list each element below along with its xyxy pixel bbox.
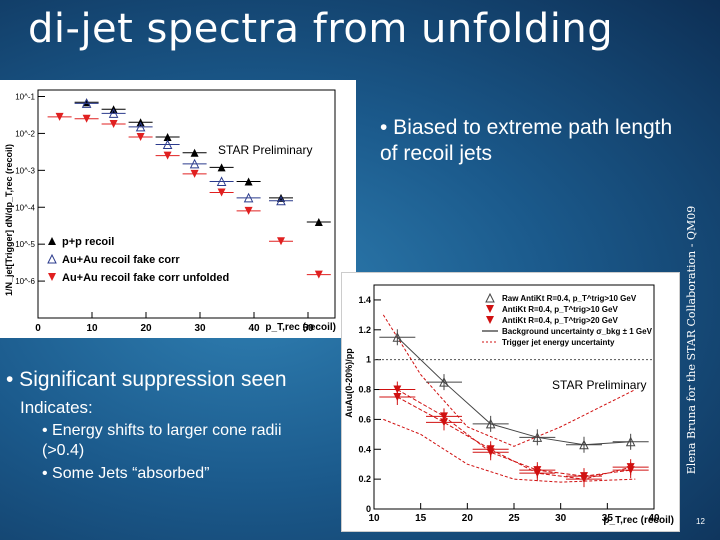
data-point (190, 169, 199, 178)
legend-marker (48, 237, 56, 245)
data-point (162, 139, 173, 150)
y-tick-label: 10^-2 (15, 129, 35, 138)
plot-frame (37, 89, 336, 319)
y-tick-label: 0.6 (358, 414, 371, 424)
y-tick-label: 10^-4 (15, 203, 35, 212)
x-tick-label: 30 (194, 323, 206, 334)
legend-entry: Raw AntiKt R=0.4, p_T^trig>10 GeV (502, 294, 637, 303)
y-tick-label: 0.8 (358, 385, 371, 395)
data-point (55, 112, 64, 121)
slide-title: di-jet spectra from unfolding (28, 6, 614, 52)
data-point (580, 475, 588, 484)
data-point (136, 132, 145, 141)
y-tick-label: 0 (366, 504, 371, 514)
legend-marker (485, 292, 495, 303)
x-tick-label: 15 (415, 513, 427, 524)
spectra-chart-panel: 0 10 20 30 40 50 10^-1 10^-2 10^-3 10^-4 10^-5 10^-… (0, 80, 356, 338)
data-point (135, 121, 146, 132)
data-point (532, 432, 543, 442)
data-point (440, 418, 448, 427)
ratio-chart-panel: 10 15 20 25 30 35 40 0 0.2 0.4 0.6 0.8 1 1.2 1.4 AuAu(0… (341, 272, 680, 532)
data-point (314, 217, 323, 226)
data-point (108, 108, 119, 118)
data-point (244, 206, 253, 215)
data-point (163, 132, 172, 141)
legend-entry: Au+Au recoil fake corr unfolded (62, 272, 229, 284)
y-tick-label: 1 (366, 355, 371, 365)
legend-marker (486, 305, 494, 313)
author-sidebar: Elena Bruna for the STAR Collaboration -… (685, 205, 698, 475)
y-tick-label: 10^-6 (15, 277, 35, 286)
series-line (397, 389, 631, 477)
x-axis-label: p_T,rec (recoil) (265, 322, 336, 333)
data-point (217, 188, 226, 197)
data-point (485, 418, 496, 429)
sub-bullet-absorbed: • Some Jets “absorbed” (42, 465, 210, 482)
data-point (190, 148, 199, 157)
x-tick-label: 40 (248, 323, 260, 334)
data-point (579, 439, 589, 450)
y-axis-label: AuAu(0-20%)/pp (344, 348, 354, 418)
uncertainty-lower (383, 418, 636, 483)
x-tick-label: 0 (35, 323, 41, 334)
y-axis-label: 1/N_jet[Trigger] dN/dp_T,rec (recoil) (4, 144, 14, 296)
series-line (397, 396, 631, 480)
x-tick-label: 35 (602, 513, 614, 524)
spectra-chart: 0 10 20 30 40 50 10^-1 10^-2 10^-3 10^-4 10^-5 10^-… (4, 89, 336, 334)
data-point (276, 195, 286, 206)
data-point (393, 393, 402, 401)
data-point (626, 463, 635, 472)
x-tick-label: 30 (555, 513, 567, 524)
x-tick-label: 20 (462, 513, 474, 524)
legend-marker (486, 316, 494, 324)
data-point (243, 192, 254, 203)
data-point (533, 469, 542, 478)
x-tick-label: 25 (508, 513, 520, 524)
indicates-label: Indicates: (20, 398, 93, 417)
ratio-chart: 10 15 20 25 30 35 40 0 0.2 0.4 0.6 0.8 1 1.2 1.4 AuAu(0… (344, 284, 674, 526)
x-tick-label: 50 (302, 323, 314, 334)
legend-entry: p+p recoil (62, 236, 114, 248)
legend-entry: Au+Au recoil fake corr (62, 254, 180, 266)
data-point (439, 376, 449, 387)
x-axis-label: p_T,rec (recoil) (603, 515, 674, 526)
legend-entry: Trigger jet energy uncertainty (502, 338, 615, 347)
data-point (277, 237, 285, 246)
y-tick-label: 1.4 (358, 295, 371, 305)
x-tick-label: 10 (86, 323, 98, 334)
y-tick-label: 10^-3 (15, 166, 35, 175)
y-tick-label: 10^-1 (15, 93, 35, 102)
data-point (244, 177, 253, 186)
data-point (216, 176, 227, 186)
y-tick-label: 0.4 (358, 444, 371, 454)
data-point (217, 163, 226, 172)
legend-entry: AntiKt R=0.4, p_T^trig>20 GeV (502, 316, 618, 325)
data-point (163, 151, 172, 160)
y-tick-label: 1.2 (358, 325, 371, 335)
sub-bullet-energy: • Energy shifts to larger cone radii (>0… (42, 422, 282, 459)
legend-marker (47, 253, 57, 264)
legend-entry: Background uncertainty σ_bkg ± 1 GeV (502, 327, 653, 336)
data-point (109, 119, 118, 128)
legend-entry: AntiKt R=0.4, p_T^trig>10 GeV (502, 305, 618, 314)
x-tick-label: 20 (140, 323, 152, 334)
bullet-suppression: • Significant suppression seen (6, 368, 287, 391)
bullet-biased: • Biased to extreme path length of recoi… (380, 116, 673, 165)
x-tick-label: 40 (648, 513, 660, 524)
data-point (82, 114, 91, 123)
data-point (486, 445, 495, 454)
data-point (392, 332, 403, 342)
data-point (189, 158, 200, 169)
data-point (81, 98, 92, 108)
data-point (625, 436, 636, 447)
preliminary-label: STAR Preliminary (552, 378, 646, 392)
y-tick-label: 0.2 (358, 474, 371, 484)
page-number: 12 (696, 517, 705, 526)
preliminary-label: STAR Preliminary (218, 143, 312, 157)
y-tick-label: 10^-5 (15, 240, 35, 249)
data-point (314, 270, 323, 279)
x-tick-label: 10 (368, 513, 380, 524)
uncertainty-upper (382, 314, 636, 447)
legend-marker (48, 273, 56, 281)
